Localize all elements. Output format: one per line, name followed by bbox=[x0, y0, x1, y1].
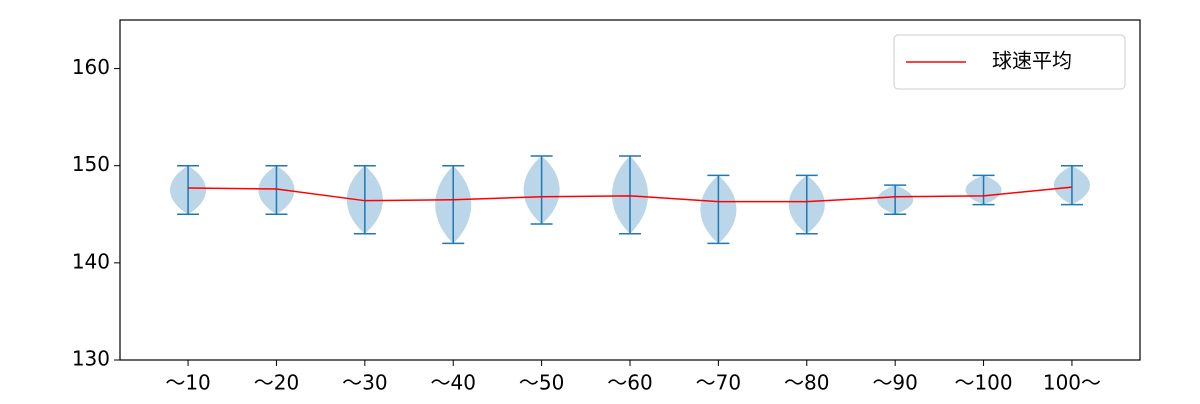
y-tick-label: 130 bbox=[72, 347, 110, 371]
x-tick-label: 〜40 bbox=[430, 371, 475, 395]
x-tick-label: 〜20 bbox=[254, 371, 299, 395]
y-tick-label: 150 bbox=[72, 152, 110, 176]
x-tick-label: 〜10 bbox=[165, 371, 210, 395]
legend-label: 球速平均 bbox=[992, 49, 1072, 73]
x-tick-label: 〜50 bbox=[519, 371, 564, 395]
x-tick-label: 〜80 bbox=[784, 371, 829, 395]
x-tick-label: 〜70 bbox=[696, 371, 741, 395]
x-tick-label: 〜90 bbox=[872, 371, 917, 395]
legend-box bbox=[893, 34, 1126, 90]
x-tick-label: 100〜 bbox=[1043, 371, 1101, 395]
x-tick-label: 〜100 bbox=[954, 371, 1012, 395]
mean-line bbox=[188, 186, 1073, 203]
x-tick-label: 〜60 bbox=[607, 371, 652, 395]
y-tick-label: 140 bbox=[72, 249, 110, 273]
x-tick-label: 〜30 bbox=[342, 371, 387, 395]
y-tick-label: 160 bbox=[72, 55, 110, 79]
